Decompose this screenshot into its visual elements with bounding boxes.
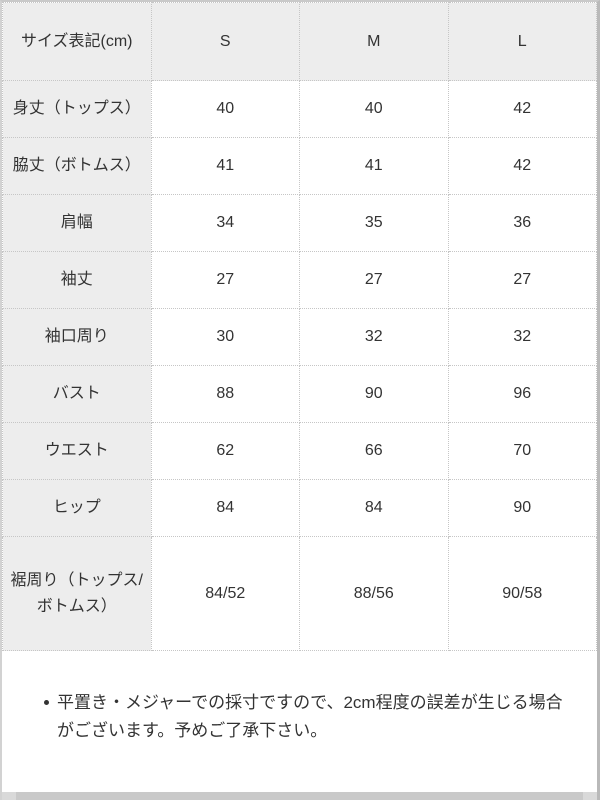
table-row-sleeve-length: 袖丈 27 27 27 [2, 251, 597, 309]
row-label: 肩幅 [2, 194, 152, 252]
measurement-note: 平置き・メジャーでの採寸ですので、2cm程度の誤差が生じる場合がございます。予め… [2, 651, 597, 745]
size-value-cell: 41 [299, 137, 449, 195]
size-value-cell: 90 [447, 479, 597, 537]
size-value-cell: 32 [447, 308, 597, 366]
horizontal-scrollbar[interactable] [2, 792, 597, 800]
size-table: サイズ表記(cm) S M L 身丈（トップス） 40 40 42 脇丈（ボトム… [2, 2, 597, 651]
table-row-cuff: 袖口周り 30 32 32 [2, 308, 597, 366]
size-value-cell: 41 [150, 137, 300, 195]
table-row-hem: 裾周り（トップス/ボトムス） 84/52 88/56 90/58 [2, 536, 597, 651]
size-value-cell: 40 [150, 80, 300, 138]
header-cell-size-l: L [447, 2, 597, 81]
size-value-cell: 27 [447, 251, 597, 309]
header-cell-size-s: S [150, 2, 300, 81]
size-value-cell: 42 [447, 80, 597, 138]
size-value-cell: 35 [299, 194, 449, 252]
size-value-cell: 66 [299, 422, 449, 480]
note-text: 平置き・メジャーでの採寸ですので、2cm程度の誤差が生じる場合がございます。予め… [57, 693, 563, 741]
size-value-cell: 84 [150, 479, 300, 537]
row-label: 袖口周り [2, 308, 152, 366]
size-value-cell: 88 [150, 365, 300, 423]
table-row-side-length: 脇丈（ボトムス） 41 41 42 [2, 137, 597, 195]
size-value-cell: 70 [447, 422, 597, 480]
size-value-cell: 88/56 [299, 536, 449, 651]
size-value-cell: 27 [150, 251, 300, 309]
size-value-cell: 96 [447, 365, 597, 423]
size-value-cell: 42 [447, 137, 597, 195]
bullet-icon [44, 700, 49, 705]
row-label: バスト [2, 365, 152, 423]
size-value-cell: 32 [299, 308, 449, 366]
row-label: 袖丈 [2, 251, 152, 309]
table-row-bust: バスト 88 90 96 [2, 365, 597, 423]
scrollbar-right-arrow[interactable] [583, 792, 597, 800]
size-value-cell: 30 [150, 308, 300, 366]
note-item: 平置き・メジャーでの採寸ですので、2cm程度の誤差が生じる場合がございます。予め… [42, 689, 567, 745]
header-cell-size-label: サイズ表記(cm) [2, 2, 152, 81]
size-value-cell: 27 [299, 251, 449, 309]
size-value-cell: 90/58 [447, 536, 597, 651]
size-value-cell: 90 [299, 365, 449, 423]
scrollbar-left-arrow[interactable] [2, 792, 16, 800]
size-value-cell: 62 [150, 422, 300, 480]
row-label: 身丈（トップス） [2, 80, 152, 138]
size-value-cell: 34 [150, 194, 300, 252]
row-label: ウエスト [2, 422, 152, 480]
size-value-cell: 40 [299, 80, 449, 138]
table-row-hip: ヒップ 84 84 90 [2, 479, 597, 537]
size-value-cell: 84 [299, 479, 449, 537]
table-row-shoulder-width: 肩幅 34 35 36 [2, 194, 597, 252]
header-row: サイズ表記(cm) S M L [2, 2, 597, 81]
size-value-cell: 36 [447, 194, 597, 252]
table-row-waist: ウエスト 62 66 70 [2, 422, 597, 480]
row-label: 脇丈（ボトムス） [2, 137, 152, 195]
row-label: 裾周り（トップス/ボトムス） [2, 536, 152, 651]
header-cell-size-m: M [299, 2, 449, 81]
row-label: ヒップ [2, 479, 152, 537]
table-row-body-length: 身丈（トップス） 40 40 42 [2, 80, 597, 138]
size-value-cell: 84/52 [150, 536, 300, 651]
